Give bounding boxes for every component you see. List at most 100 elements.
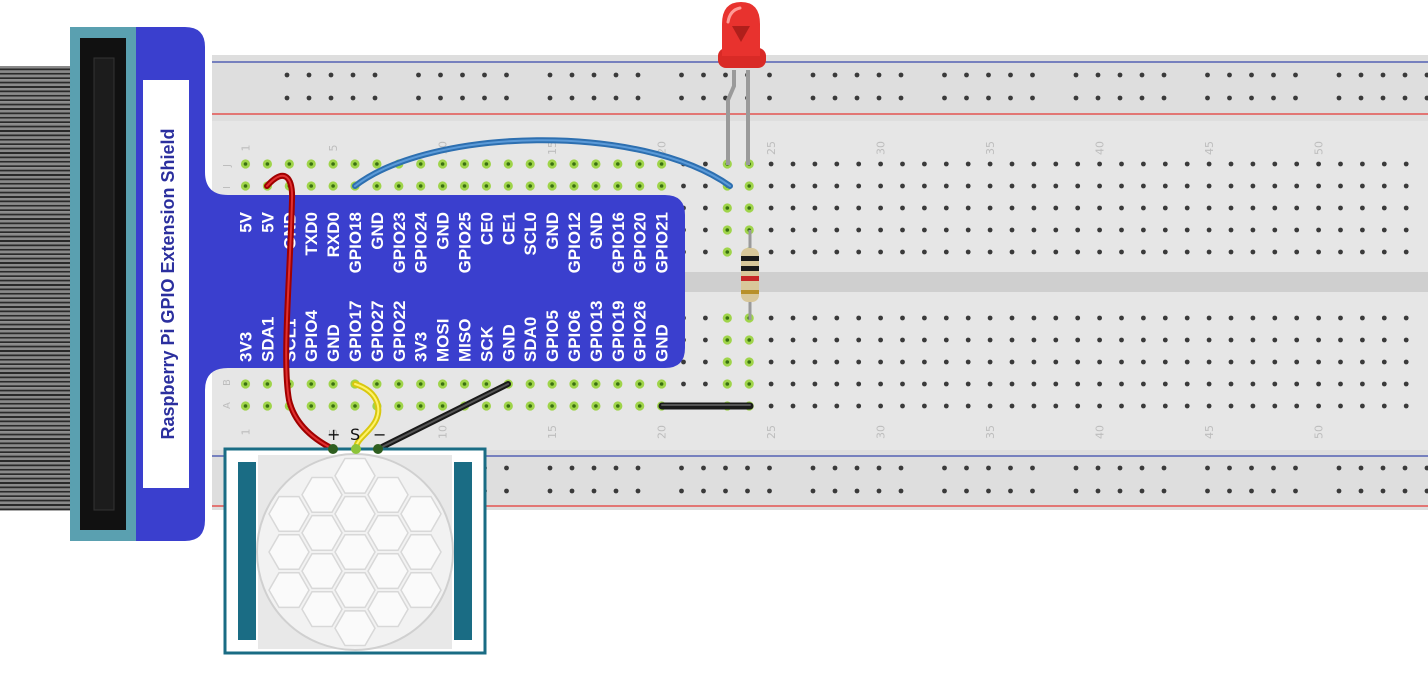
- hole: [965, 227, 971, 233]
- hole: [1228, 359, 1234, 365]
- hole: [1381, 337, 1387, 343]
- hole-center: [616, 162, 620, 166]
- hole: [856, 205, 862, 211]
- hole-center: [418, 184, 423, 188]
- rail-hole: [591, 72, 597, 78]
- hole: [681, 381, 686, 387]
- shield-pin-label-top: GPIO21: [653, 212, 672, 273]
- ribbon-gap: [0, 174, 72, 176]
- hole: [1053, 205, 1059, 211]
- hole-center: [572, 162, 576, 166]
- rail-hole: [1030, 465, 1035, 471]
- hole-center: [397, 404, 401, 408]
- ribbon-gap: [0, 204, 72, 207]
- rail-hole: [1095, 95, 1101, 101]
- hole-center: [265, 404, 270, 408]
- hole: [1206, 403, 1212, 409]
- ribbon-wire: [0, 149, 72, 152]
- hole: [1360, 227, 1365, 233]
- ribbon-wire: [0, 501, 72, 504]
- rail-hole: [1073, 488, 1079, 494]
- ribbon-wire: [0, 440, 72, 443]
- hole: [1097, 359, 1102, 365]
- ribbon-gap: [0, 262, 72, 264]
- rail-hole: [284, 95, 290, 101]
- rail-hole: [1205, 488, 1210, 494]
- hole-center: [594, 382, 598, 386]
- rail-hole: [569, 72, 575, 78]
- rail-hole: [898, 95, 904, 101]
- rail-hole: [547, 488, 553, 494]
- ribbon-gap: [0, 196, 72, 198]
- hole-center: [528, 162, 532, 166]
- column-numbers-bottom: 1 5 10 15 20 25 30 35 40 45 50: [240, 425, 1326, 439]
- hole-center: [265, 162, 270, 166]
- ribbon-wire: [0, 114, 72, 117]
- rail-hole: [350, 95, 356, 101]
- ribbon-gap: [0, 77, 72, 80]
- rail-hole: [306, 72, 312, 78]
- hole: [878, 403, 883, 409]
- hole: [1250, 315, 1256, 321]
- rail-hole: [1161, 488, 1167, 494]
- hole-center: [375, 184, 379, 188]
- hole-center: [659, 162, 664, 166]
- rail-hole: [1008, 465, 1013, 471]
- rail-hole: [591, 95, 597, 101]
- hole-center: [484, 162, 489, 166]
- rail-hole: [635, 72, 641, 78]
- rail-hole: [942, 465, 947, 471]
- hole: [1294, 359, 1300, 365]
- column-number: 40: [1094, 141, 1107, 155]
- hole: [1053, 161, 1059, 167]
- ribbon-wire: [0, 105, 72, 108]
- hole: [987, 183, 993, 189]
- hole: [1075, 359, 1081, 365]
- rail-hole: [898, 488, 904, 494]
- hole: [1141, 359, 1146, 365]
- hole: [1097, 337, 1102, 343]
- rail-hole: [854, 95, 860, 101]
- hole: [1119, 161, 1124, 167]
- ribbon-wire: [0, 413, 72, 416]
- hole: [1228, 183, 1234, 189]
- rail-hole: [504, 465, 509, 471]
- rail-hole: [1424, 72, 1428, 78]
- rail-hole: [613, 488, 619, 494]
- hole: [1031, 403, 1037, 409]
- hole: [1075, 227, 1081, 233]
- hole: [1031, 337, 1037, 343]
- shield-pin-label-top: GPIO20: [631, 212, 650, 273]
- shield-pin-label-top: GPIO16: [609, 212, 628, 273]
- hole: [987, 403, 993, 409]
- hole-center: [397, 382, 401, 386]
- shield-pin-label-bottom: GPIO5: [543, 310, 562, 362]
- rail-hole: [306, 95, 312, 101]
- hole: [1294, 227, 1300, 233]
- hole: [768, 337, 774, 343]
- pir-lens-cell: [268, 572, 310, 609]
- hole: [878, 183, 883, 189]
- hole-center: [616, 404, 620, 408]
- hole-center: [550, 382, 554, 386]
- hole: [900, 381, 905, 387]
- ribbon-wire: [0, 343, 72, 346]
- hole: [1097, 205, 1102, 211]
- ribbon-gap: [0, 209, 72, 212]
- hole-center: [353, 162, 357, 166]
- shield-pin-label-top: TXD0: [302, 212, 321, 255]
- ribbon-gap: [0, 288, 72, 291]
- shield-pin-label-top: CE1: [499, 212, 518, 245]
- pir-lens-cell: [400, 533, 442, 571]
- hole: [987, 205, 993, 211]
- hole: [1031, 359, 1037, 365]
- hole: [1338, 249, 1343, 255]
- hole: [1272, 249, 1278, 255]
- hole: [1119, 249, 1124, 255]
- hole: [812, 315, 818, 321]
- rail-hole: [460, 72, 465, 78]
- ribbon-wire: [0, 264, 72, 267]
- rail-hole: [1293, 488, 1298, 494]
- ribbon-cable-icon: [0, 66, 72, 511]
- hole-center: [725, 250, 730, 254]
